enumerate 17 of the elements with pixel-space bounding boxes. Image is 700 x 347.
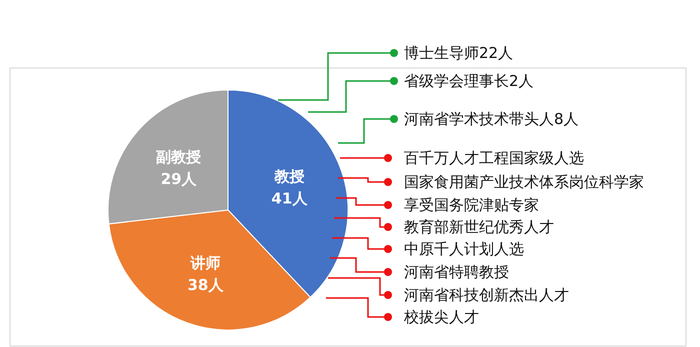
text: 享受国务院津贴专家 bbox=[404, 195, 539, 215]
text: 河南省特聘教授 bbox=[404, 262, 509, 282]
data-label: 41人 bbox=[271, 190, 308, 208]
data-label: 38人 bbox=[187, 276, 224, 294]
text: 省级学会理事长2人 bbox=[404, 71, 534, 91]
text: 百千万人才工程国家级人选 bbox=[404, 148, 584, 168]
text: 教育部新世纪优秀人才 bbox=[404, 217, 554, 237]
slice-label: 副教授 bbox=[156, 148, 202, 166]
data-label: 29人 bbox=[160, 170, 198, 188]
text: 国家食用菌产业技术体系岗位科学家 bbox=[404, 172, 644, 192]
text: 校拔尖人才 bbox=[404, 307, 479, 327]
text: 中原千人计划人选 bbox=[404, 239, 524, 259]
slice-label: 教授 bbox=[273, 168, 304, 186]
text: 博士生导师22人 bbox=[404, 43, 514, 63]
text: 河南省科技创新杰出人才 bbox=[404, 285, 569, 305]
slice-label: 讲师 bbox=[189, 254, 220, 272]
text: 河南省学术技术带头人8人 bbox=[404, 109, 579, 129]
